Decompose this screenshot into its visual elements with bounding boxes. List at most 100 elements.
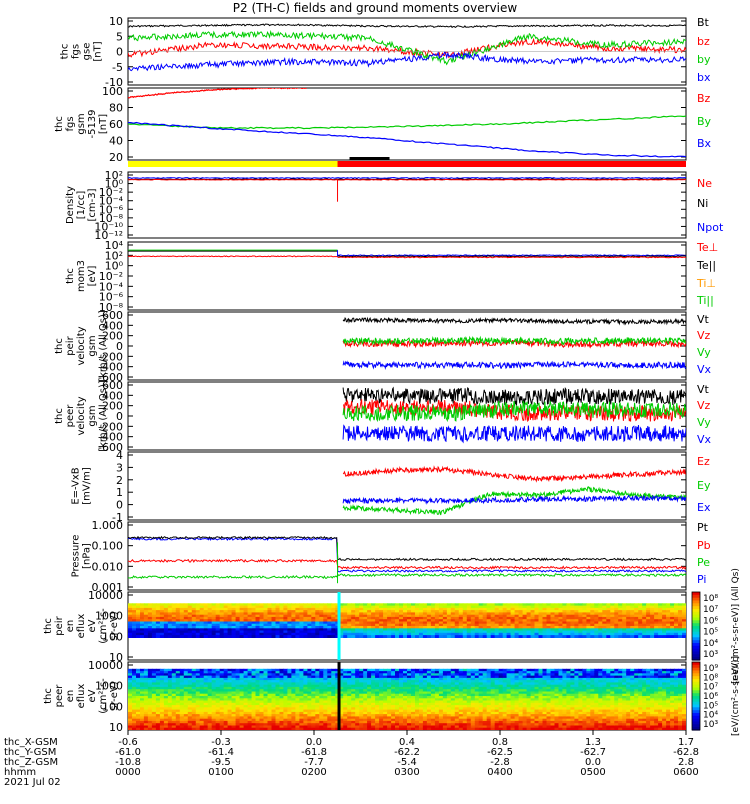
spectrogram-cell	[272, 635, 277, 638]
spectrogram-cell	[156, 635, 161, 638]
spectrogram-cell	[192, 635, 197, 638]
colorbar-cell	[692, 654, 700, 657]
spectrogram-cell	[626, 635, 631, 638]
spectrogram-cell	[658, 635, 663, 638]
y-tick-label: 0	[116, 46, 123, 59]
series-line-Bt	[128, 24, 686, 27]
spectrogram-cell	[331, 635, 336, 638]
series-line-Ez	[343, 467, 686, 481]
spectrogram-cell	[678, 635, 683, 638]
y-axis-title: thc	[54, 408, 65, 424]
spectrogram-cell	[232, 635, 237, 638]
spectrogram-cell	[487, 635, 492, 638]
series-line-Vx	[343, 362, 686, 369]
spectrogram-cell	[650, 635, 655, 638]
colorbar-tick: 10⁷	[703, 605, 718, 615]
legend-Ti⊥: Ti⊥	[696, 277, 716, 290]
plot-area	[128, 662, 687, 731]
y-tick-label: 2	[116, 474, 123, 487]
panel-pressure: 1.0000.1000.0100.001Pressure[nPa]PtPbPeP…	[71, 519, 711, 594]
spectrogram-cell	[323, 635, 328, 638]
legend-Pt: Pt	[697, 521, 709, 534]
y-axis-title: eflux	[76, 684, 87, 709]
spectrogram-cell	[164, 635, 169, 638]
spectrogram-cell	[291, 635, 296, 638]
y-axis-title: en	[65, 620, 76, 633]
y-axis-title: [nT]	[93, 41, 104, 61]
plot-area	[343, 318, 686, 368]
spectrogram-cell	[634, 635, 639, 638]
y-tick-label: 10000	[88, 589, 123, 602]
y-tick-label: 10000	[88, 659, 123, 672]
colorbar-cell	[692, 637, 700, 640]
y-axis-title: thc	[65, 268, 76, 284]
spectrogram-cell	[184, 635, 189, 638]
spectrogram-cell	[507, 635, 512, 638]
y-tick-label: 4	[116, 449, 123, 462]
y-axis-title: velocity	[76, 396, 87, 435]
legend-Ex: Ex	[697, 501, 711, 514]
plot-area	[128, 178, 686, 202]
spectrogram-cell	[144, 635, 149, 638]
spectrogram-cell	[395, 635, 400, 638]
y-axis-title: velocity	[76, 326, 87, 365]
colorbar-tick: 10⁶	[703, 616, 718, 626]
spectrogram-cell	[523, 635, 528, 638]
y-tick-label: 3	[116, 461, 123, 474]
spectrogram-cell	[295, 635, 300, 638]
spectrogram-cell	[276, 635, 281, 638]
y-axis-title: [cm-3]	[87, 188, 98, 221]
spectrogram-cell	[180, 635, 185, 638]
y-axis-title: sr-eV)	[109, 681, 120, 710]
legend-Vz: Vz	[697, 329, 711, 342]
mode-bar-burst	[350, 157, 390, 160]
panel-frame	[128, 522, 686, 590]
spectrogram-cell	[256, 635, 261, 638]
y-axis-title: Density	[65, 186, 76, 224]
colorbar-tick: 10⁴	[703, 639, 718, 649]
spectrogram-cell	[662, 635, 667, 638]
spectrogram-cell	[547, 635, 552, 638]
spectrogram-cell	[200, 635, 205, 638]
plot-area	[128, 24, 686, 71]
spectrogram-cell	[682, 635, 687, 638]
y-tick-label: 40	[109, 135, 123, 148]
spectrogram-cell	[411, 635, 416, 638]
spectrogram-cell	[439, 635, 444, 638]
spectrogram-cell	[527, 635, 532, 638]
colorbar-tick: 10⁸	[703, 594, 718, 604]
spectrogram-cell	[315, 635, 320, 638]
y-axis-title: (cm²-s-	[98, 608, 109, 644]
spectrogram-cell	[443, 635, 448, 638]
spectrogram-cell	[515, 635, 520, 638]
spectrogram-cell	[283, 635, 288, 638]
spectrogram-cell	[535, 635, 540, 638]
y-tick-label: 20	[109, 151, 123, 164]
spectrogram-cell	[371, 635, 376, 638]
y-tick-label: -5	[112, 61, 123, 74]
y-tick-label: 1.000	[92, 519, 124, 532]
legend-Ni: Ni	[697, 197, 708, 210]
series-line-Te⊥-2	[338, 257, 687, 258]
spectrogram-cell	[383, 635, 388, 638]
spectrogram-cell	[379, 635, 384, 638]
y-tick-label: 10	[109, 721, 123, 734]
spectrogram-cell	[347, 635, 352, 638]
y-axis-title: thc	[54, 338, 65, 354]
legend-Vy: Vy	[697, 346, 711, 359]
y-axis-title: [mV/m]	[82, 467, 93, 505]
spectrogram-cell	[598, 635, 603, 638]
colorbar-cell	[692, 629, 700, 632]
spectrogram-cell	[459, 635, 464, 638]
y-axis-title: [km/s (All Qs)]	[98, 310, 109, 382]
plot-area	[343, 388, 686, 442]
legend-Ez: Ez	[697, 455, 710, 468]
series-line-pressure-3	[128, 574, 686, 578]
legend-Bx: Bx	[697, 137, 712, 150]
spectrogram-cell	[566, 635, 571, 638]
spectrogram-cell	[287, 635, 292, 638]
legend-bx: bx	[697, 71, 711, 84]
spectrogram-cell	[399, 635, 404, 638]
